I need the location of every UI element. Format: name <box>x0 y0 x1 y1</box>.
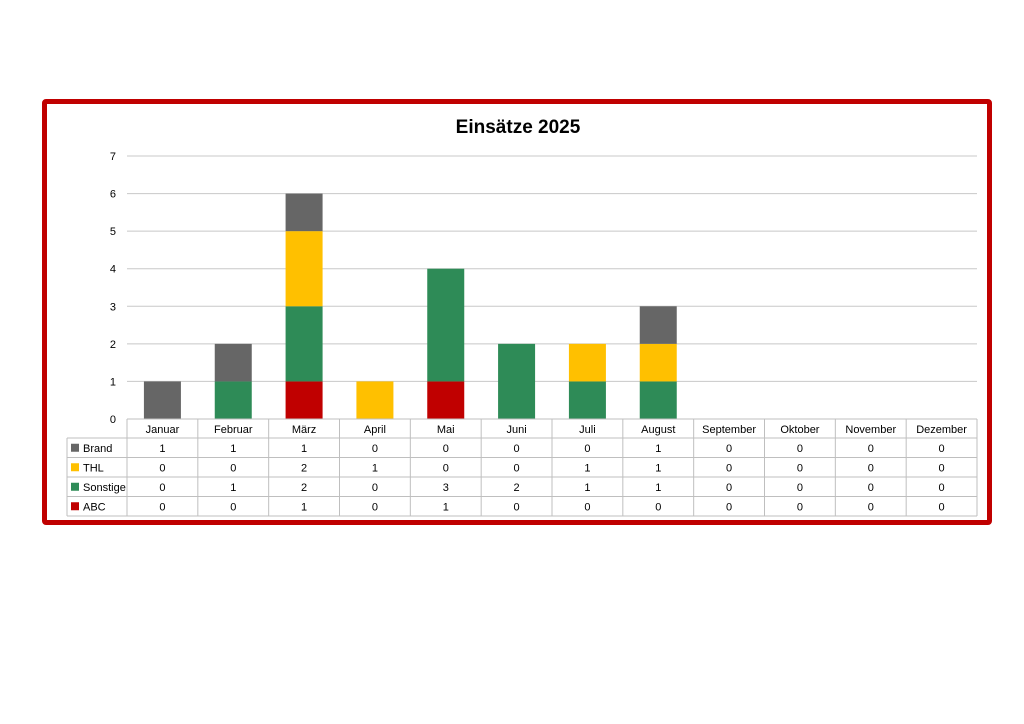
y-axis-ticks: 0 1 2 3 4 5 6 7 <box>110 151 116 426</box>
data-label: 0 <box>868 443 874 455</box>
data-label: 0 <box>726 482 732 494</box>
y-tick-label: 7 <box>110 151 116 163</box>
bar-thl-märz <box>285 231 323 307</box>
bar-thl-august <box>639 343 677 382</box>
data-label: 0 <box>939 443 945 455</box>
data-label: 0 <box>159 501 165 513</box>
bar-sonstige-februar <box>214 381 252 419</box>
data-label: 0 <box>797 462 803 474</box>
x-tick-label: Dezember <box>916 424 967 436</box>
gridlines <box>127 155 977 382</box>
legend-label-thl: THL <box>83 462 104 474</box>
data-label: 0 <box>372 482 378 494</box>
bar-brand-januar <box>143 381 181 419</box>
data-label: 2 <box>301 482 307 494</box>
data-label: 1 <box>443 501 449 513</box>
y-tick-label: 0 <box>110 414 116 426</box>
data-label: 0 <box>655 501 661 513</box>
bar-brand-märz <box>285 193 323 232</box>
data-label: 1 <box>230 443 236 455</box>
bar-sonstige-mai <box>427 268 465 382</box>
data-label: 0 <box>159 462 165 474</box>
legend-swatch-brand <box>71 443 79 452</box>
data-label: 0 <box>726 501 732 513</box>
bar-brand-februar <box>214 343 252 382</box>
data-label: 1 <box>655 462 661 474</box>
data-label: 0 <box>514 501 520 513</box>
data-label: 0 <box>939 501 945 513</box>
data-label: 0 <box>443 443 449 455</box>
data-label: 1 <box>584 482 590 494</box>
x-tick-label: Januar <box>146 424 180 436</box>
data-label: 1 <box>372 462 378 474</box>
data-label: 0 <box>726 443 732 455</box>
data-label: 1 <box>159 443 165 455</box>
legend-swatch-abc <box>71 502 79 511</box>
bar-thl-juli <box>568 343 606 382</box>
bar-sonstige-juni <box>498 343 536 419</box>
bar-thl-april <box>356 381 394 419</box>
data-label: 0 <box>584 443 590 455</box>
data-label: 1 <box>301 443 307 455</box>
y-tick-label: 4 <box>110 264 116 276</box>
chart-frame <box>42 99 992 525</box>
data-label: 0 <box>443 462 449 474</box>
data-label: 0 <box>514 462 520 474</box>
data-label: 1 <box>655 482 661 494</box>
data-label: 1 <box>230 482 236 494</box>
data-label: 2 <box>301 462 307 474</box>
data-label: 0 <box>797 501 803 513</box>
data-label: 0 <box>159 482 165 494</box>
x-tick-label: März <box>292 424 316 436</box>
data-label: 1 <box>655 443 661 455</box>
legend-label-brand: Brand <box>83 443 112 455</box>
bar-sonstige-juli <box>568 381 606 419</box>
data-label: 1 <box>301 501 307 513</box>
legend-label-sonstige: Sonstige <box>83 482 126 494</box>
y-tick-label: 3 <box>110 301 116 313</box>
y-tick-label: 6 <box>110 189 116 201</box>
bar-sonstige-august <box>639 381 677 419</box>
x-tick-label: April <box>364 424 386 436</box>
bars <box>143 193 677 419</box>
data-label: 0 <box>230 501 236 513</box>
data-label: 0 <box>797 443 803 455</box>
legend-label-abc: ABC <box>83 501 106 513</box>
x-tick-label: Februar <box>214 424 253 436</box>
data-label: 0 <box>797 482 803 494</box>
x-tick-label: Oktober <box>780 424 819 436</box>
legend-swatch-sonstige <box>71 482 79 491</box>
data-table: Januar Februar März April Mai Juni Juli August S… <box>66 418 978 517</box>
data-label: 0 <box>868 501 874 513</box>
x-tick-label: September <box>702 424 756 436</box>
data-label: 0 <box>868 462 874 474</box>
data-label: 0 <box>939 462 945 474</box>
bar-abc-mai <box>427 381 465 419</box>
data-label: 0 <box>514 443 520 455</box>
data-label: 3 <box>443 482 449 494</box>
x-tick-label: November <box>845 424 896 436</box>
data-label: 0 <box>939 482 945 494</box>
x-tick-label: Juli <box>579 424 596 436</box>
data-label: 0 <box>726 462 732 474</box>
y-tick-label: 5 <box>110 226 116 238</box>
data-label: 2 <box>514 482 520 494</box>
y-tick-label: 1 <box>110 376 116 388</box>
bar-abc-märz <box>285 381 323 419</box>
data-label: 0 <box>372 443 378 455</box>
legend-swatch-thl <box>71 463 79 472</box>
data-label: 0 <box>868 482 874 494</box>
data-label: 0 <box>372 501 378 513</box>
data-label: 0 <box>230 462 236 474</box>
bar-sonstige-märz <box>285 306 323 382</box>
x-tick-label: Mai <box>437 424 455 436</box>
x-tick-label: Juni <box>506 424 526 436</box>
chart-title: Einsätze 2025 <box>456 117 581 138</box>
bar-brand-august <box>639 306 677 344</box>
data-label: 0 <box>584 501 590 513</box>
data-label: 1 <box>584 462 590 474</box>
y-tick-label: 2 <box>110 339 116 351</box>
x-tick-label: August <box>641 424 675 436</box>
